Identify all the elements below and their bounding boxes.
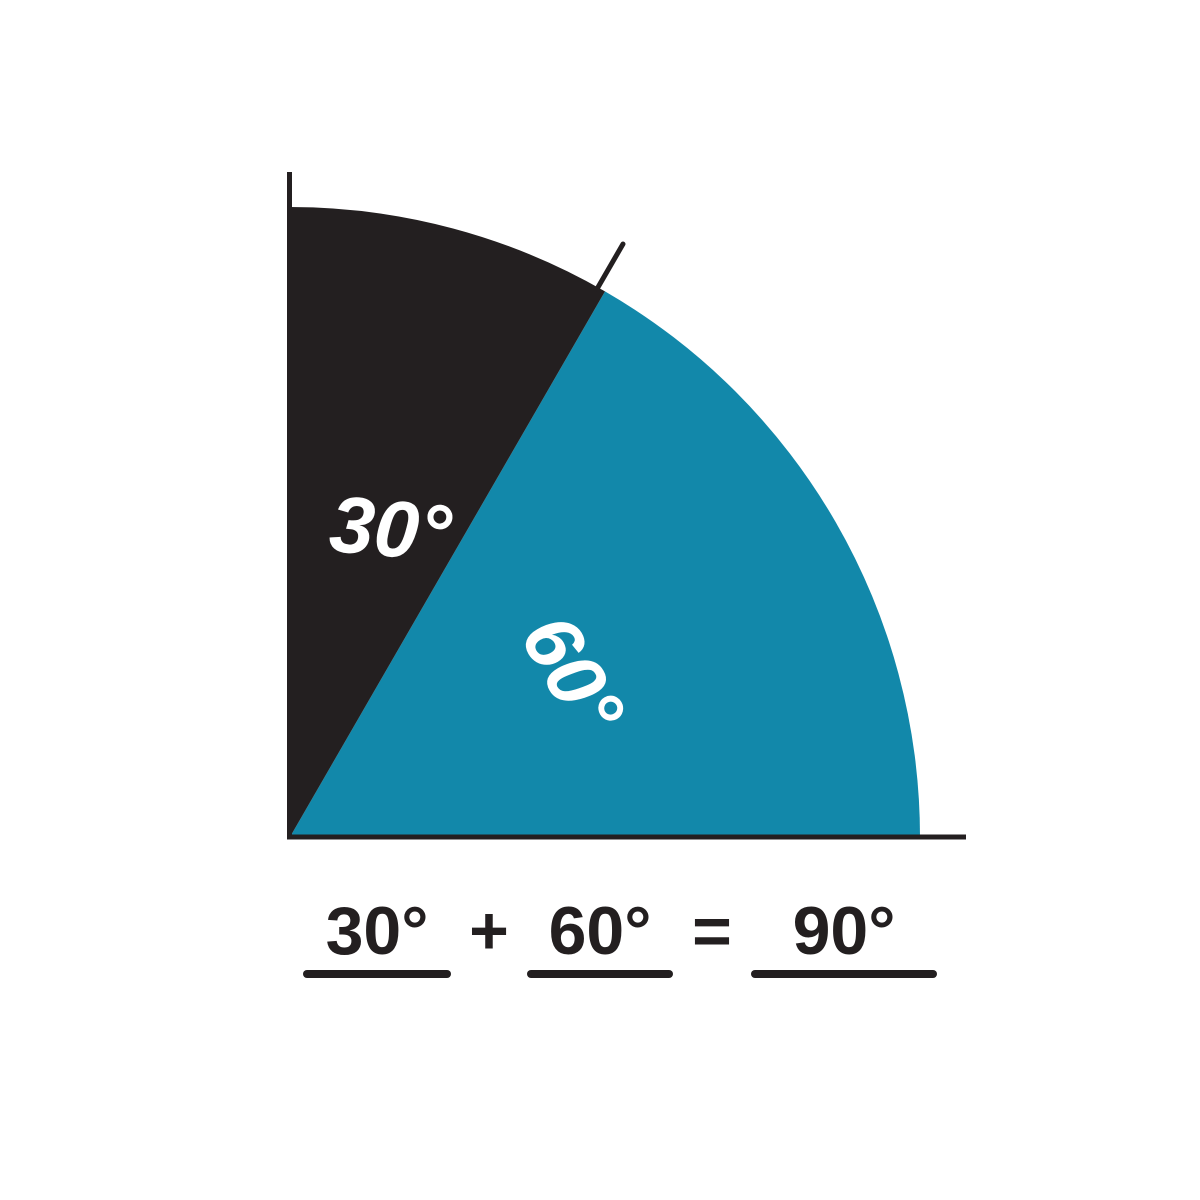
- equation-row: 30° + 60° = 90°: [303, 890, 937, 978]
- equation-term-60: 60°: [527, 890, 673, 978]
- equation-term-30-value: 30°: [325, 893, 429, 969]
- answer-underline: [303, 970, 451, 978]
- sector-60-degrees: [290, 291, 920, 837]
- equals-sign: =: [692, 893, 732, 969]
- equation-term-30: 30°: [303, 890, 451, 978]
- plus-sign: +: [469, 893, 509, 969]
- answer-underline: [527, 970, 673, 978]
- angle-60-tick-line: [594, 241, 626, 292]
- equation-term-90-value: 90°: [792, 893, 896, 969]
- answer-underline: [751, 970, 937, 978]
- label-30-degrees: 30°: [326, 479, 455, 578]
- equation-term-90: 90°: [751, 890, 937, 978]
- sector-30-degrees: [290, 207, 605, 837]
- equation-term-60-value: 60°: [548, 893, 652, 969]
